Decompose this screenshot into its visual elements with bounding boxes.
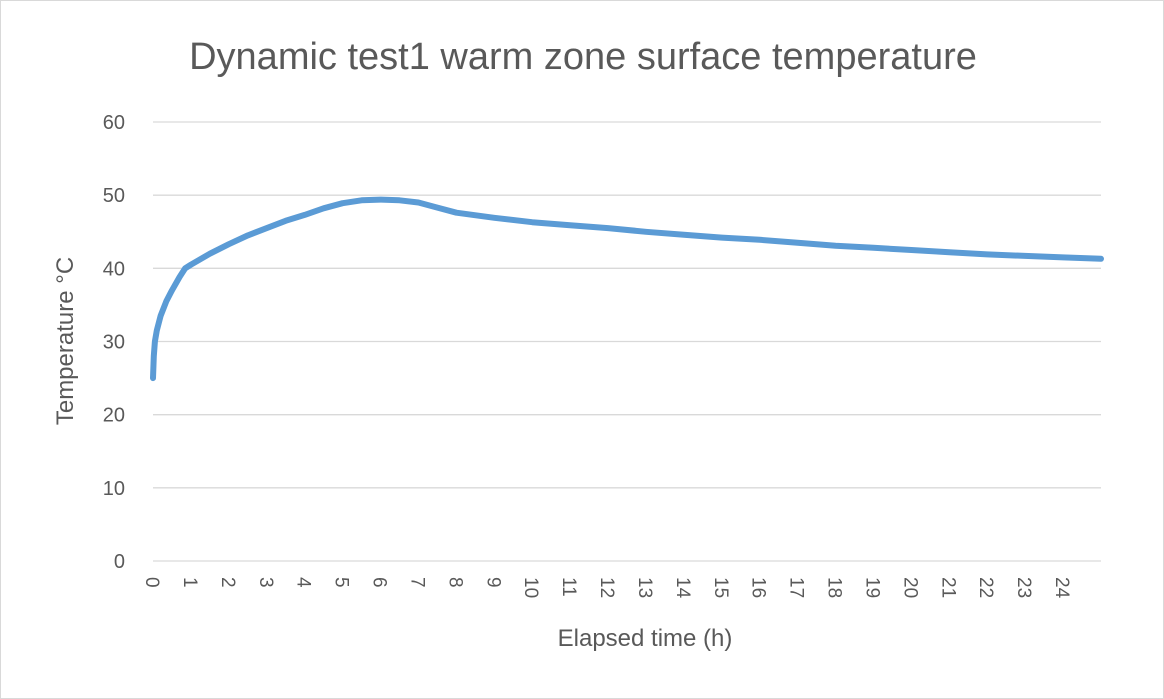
x-tick-label: 23 [1013,577,1034,598]
x-tick-label: 0 [141,577,162,588]
x-tick-label: 20 [899,577,920,598]
x-tick-label: 4 [293,577,314,588]
x-tick-label: 1 [179,577,200,588]
y-axis-tick-labels: 0 10 20 30 40 50 60 [103,112,125,573]
series-line-0 [150,196,1104,382]
x-tick-label: 15 [710,577,731,598]
x-tick-label: 22 [975,577,996,598]
x-tick-label: 19 [861,577,882,598]
x-axis-tick-labels: 0 1 2 3 4 5 6 7 8 9 10 11 12 13 14 15 16 17 18 19 20 21 22 23 24 [141,577,1072,599]
x-tick-label: 21 [937,577,958,598]
x-tick-label: 9 [482,577,503,588]
x-tick-label: 12 [596,577,617,598]
y-tick-label: 60 [103,112,125,134]
x-tick-label: 5 [331,577,352,588]
x-tick-label: 2 [217,577,238,588]
chart-title: Dynamic test1 warm zone surface temperat… [189,36,977,78]
y-tick-label: 10 [103,478,125,500]
x-tick-label: 10 [520,577,541,598]
y-axis-title: Temperature °C [52,257,79,425]
y-tick-label: 40 [103,258,125,280]
x-tick-label: 8 [444,577,465,588]
y-tick-label: 50 [103,185,125,207]
x-tick-label: 24 [1051,577,1072,599]
x-tick-label: 3 [255,577,276,588]
y-tick-label: 20 [103,405,125,427]
x-tick-label: 7 [406,577,427,588]
x-tick-label: 11 [558,577,579,597]
y-tick-label: 30 [103,332,125,354]
x-tick-label: 14 [672,577,693,599]
x-tick-label: 16 [748,577,769,598]
y-tick-label: 0 [114,551,125,573]
series-layer [150,196,1104,382]
x-tick-label: 13 [634,577,655,598]
x-tick-label: 17 [786,577,807,598]
x-axis-title: Elapsed time (h) [558,625,733,652]
x-tick-label: 6 [369,577,390,588]
gridlines [153,121,1101,562]
x-tick-label: 18 [824,577,845,598]
